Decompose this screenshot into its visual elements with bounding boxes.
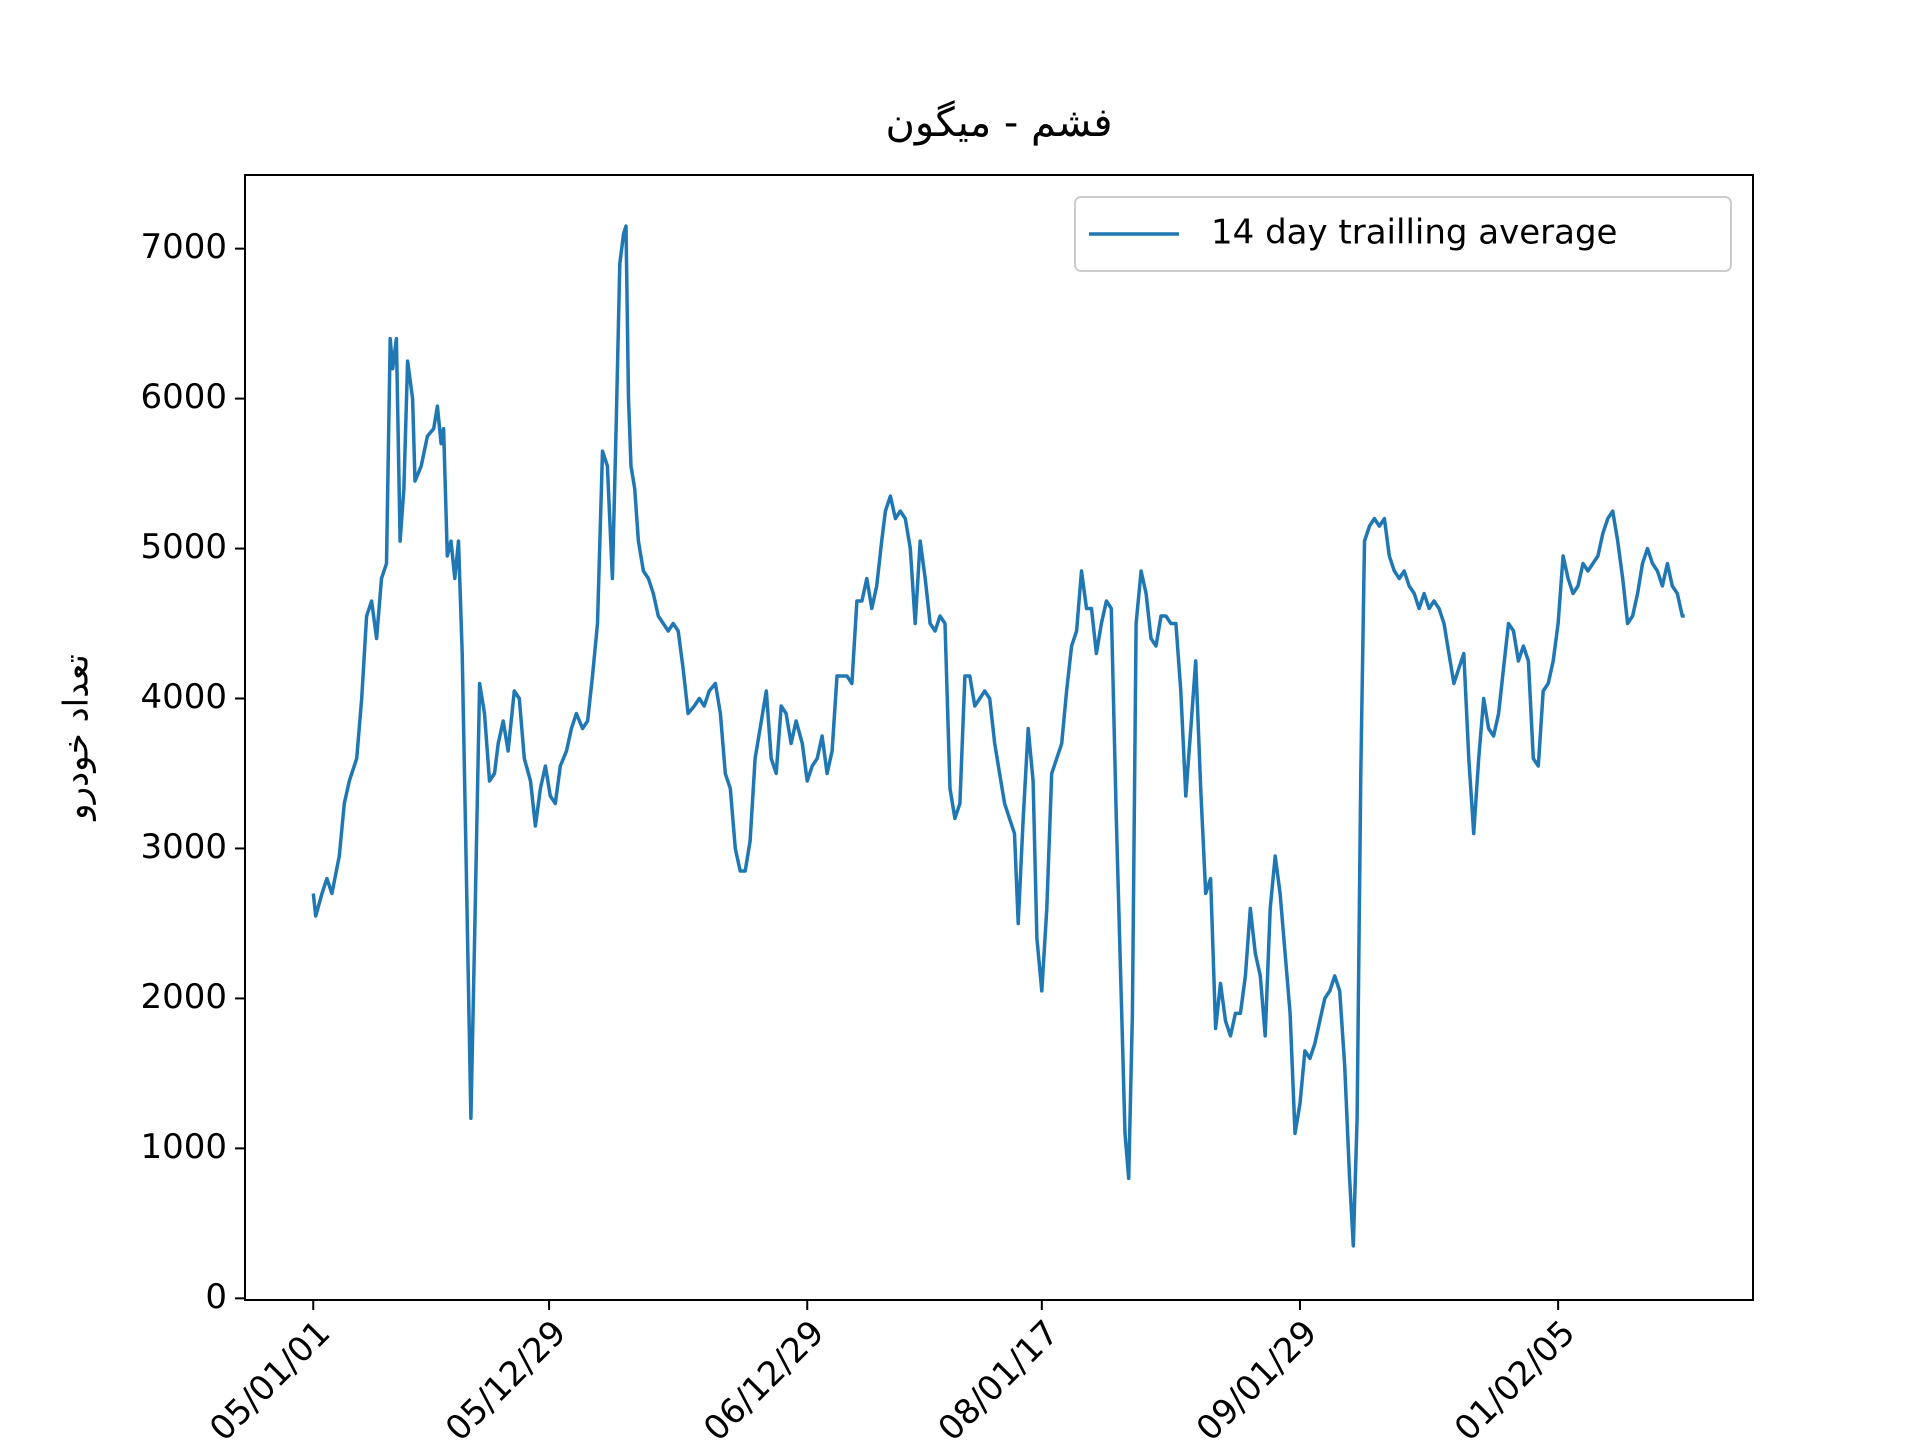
y-tick-label: 1000 (140, 1127, 227, 1167)
y-tick-label: 4000 (140, 677, 227, 717)
legend-label: 14 day trailling average (1211, 213, 1617, 253)
legend-box (1074, 196, 1732, 272)
y-tick-label: 5000 (140, 527, 227, 567)
data-line (311, 224, 1685, 1248)
y-axis-label: تعداد خودرو (57, 654, 97, 822)
y-tick-label: 2000 (140, 977, 227, 1017)
y-tick-label: 6000 (140, 377, 227, 417)
chart-title: فشم - میگون (886, 100, 1113, 146)
y-tick-label: 0 (205, 1277, 227, 1317)
plot-frame (244, 174, 1754, 1301)
y-tick-label: 7000 (140, 227, 227, 267)
y-tick-label: 3000 (140, 827, 227, 867)
